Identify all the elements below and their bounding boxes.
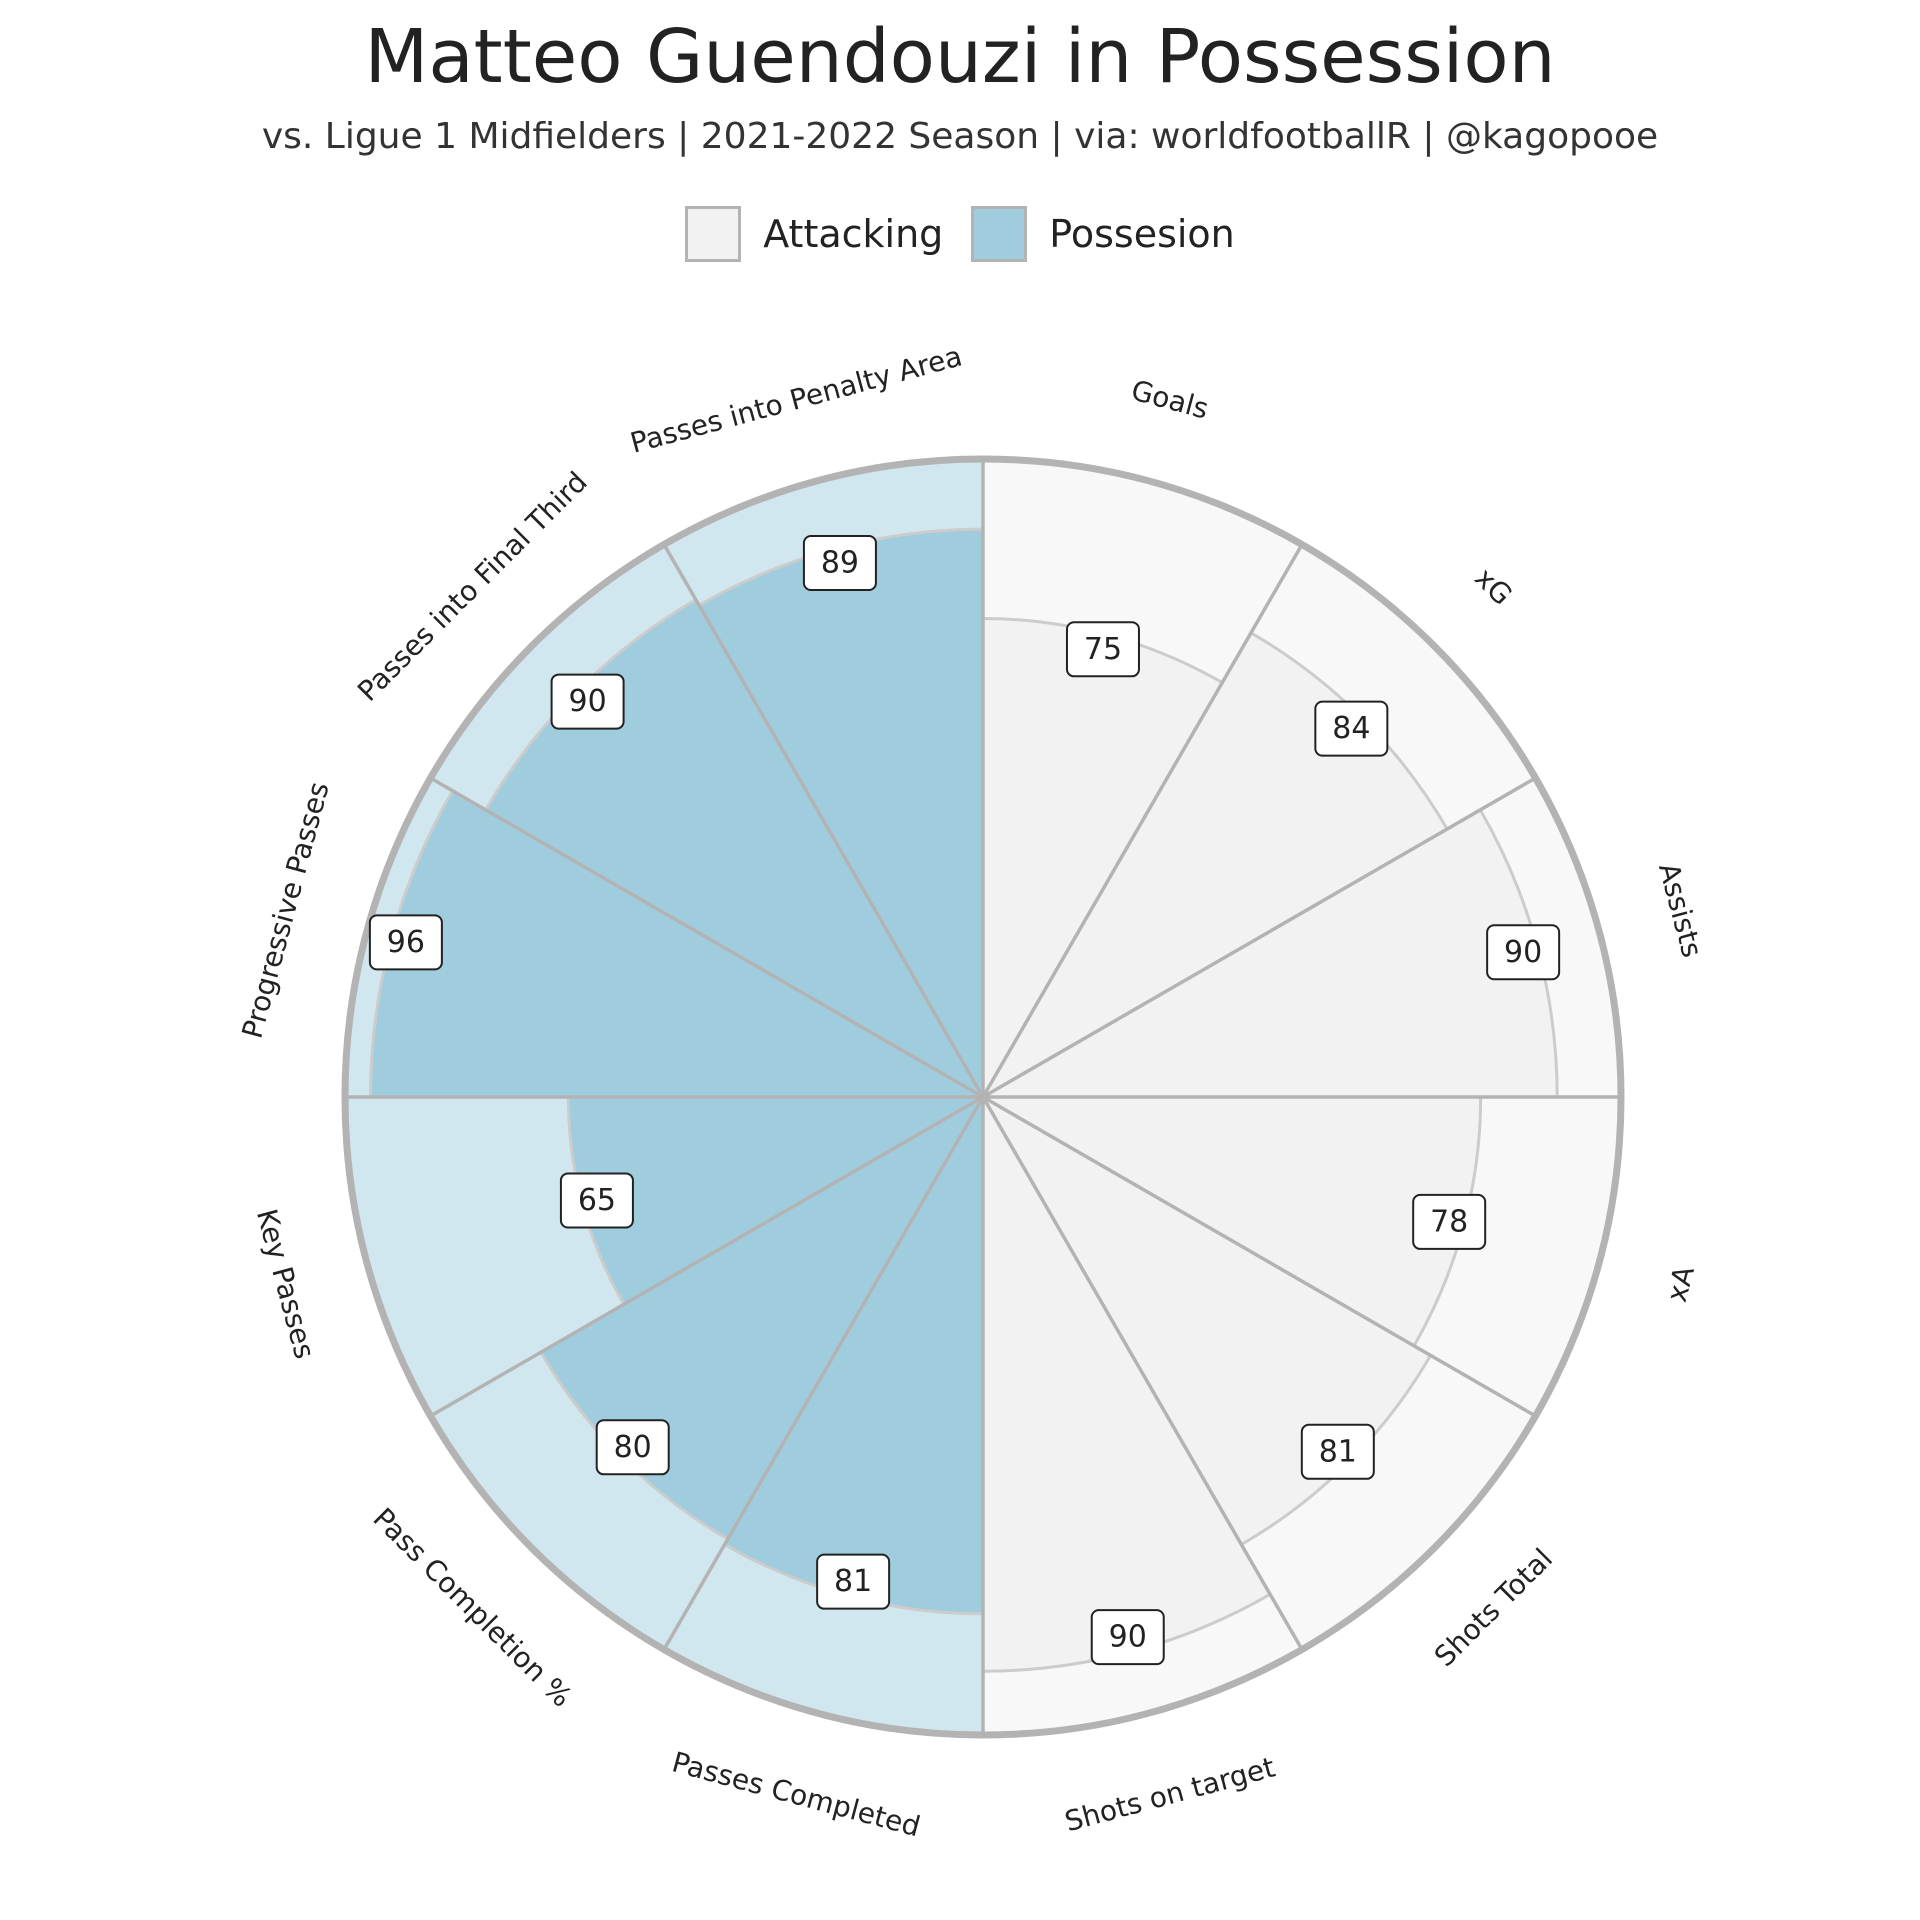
value-label-text: 90	[568, 684, 606, 719]
value-label-box	[1412, 1193, 1487, 1250]
category-label-assists: Assists	[1652, 859, 1709, 961]
value-label-box	[1314, 700, 1389, 757]
value-label-box	[559, 1172, 634, 1229]
value-label-goals: 75	[1065, 621, 1140, 678]
category-label-goals: Goals	[1128, 374, 1212, 426]
category-label-passes-into-penalty-area: Passes into Penalty Area	[627, 339, 966, 459]
category-label-passes-completed: Passes Completed	[669, 1745, 924, 1843]
spoke-line-5	[981, 1096, 1304, 1651]
category-label-xg: xG	[1468, 561, 1518, 611]
value-label-shots-on-target: 90	[1090, 1609, 1165, 1666]
value-label-text: 75	[1084, 632, 1122, 667]
spoke-line-8	[429, 1095, 984, 1418]
value-label-progressive-passes: 96	[368, 914, 443, 971]
value-label-text: 81	[834, 1564, 872, 1599]
value-label-box	[1090, 1609, 1165, 1666]
value-label-text: 80	[614, 1430, 652, 1465]
legend: Attacking Possesion	[0, 206, 1920, 262]
value-label-text: 65	[578, 1183, 616, 1218]
category-label-key-passes: Key Passes	[250, 1205, 322, 1362]
outer-ring	[341, 455, 1625, 1739]
value-label-box	[368, 914, 443, 971]
value-label-box	[1486, 924, 1561, 981]
value-label-passes-completed: 81	[816, 1553, 891, 1610]
legend-swatch-possesion	[971, 206, 1028, 262]
value-label-text: 89	[821, 546, 859, 581]
value-label-xa: 78	[1412, 1193, 1487, 1250]
value-label-pass-completion: 80	[595, 1419, 670, 1476]
value-label-xg: 84	[1314, 700, 1389, 757]
value-label-box	[802, 535, 877, 592]
value-label-passes-into-final-third: 90	[550, 673, 625, 730]
value-label-box	[816, 1553, 891, 1610]
chart-subtitle: vs. Ligue 1 Midfielders | 2021-2022 Seas…	[261, 116, 1659, 157]
value-labels: 75 84 90 78 81 90 81 80 65 96 90 89	[368, 535, 1561, 1666]
value-label-box	[550, 673, 625, 730]
value-label-text: 84	[1332, 711, 1370, 746]
value-label-box	[595, 1419, 670, 1476]
spoke-lines	[345, 459, 1621, 1735]
value-wedges	[369, 527, 1559, 1673]
value-label-text: 81	[1319, 1434, 1357, 1469]
spoke-line-11	[662, 543, 985, 1098]
legend-label-attacking: Attacking	[763, 212, 944, 256]
value-label-passes-into-penalty-area: 89	[802, 535, 877, 592]
value-label-text: 90	[1109, 1620, 1147, 1655]
legend-swatch-attacking	[685, 206, 742, 262]
value-label-text: 90	[1504, 935, 1542, 970]
legend-label-possesion: Possesion	[1049, 212, 1235, 256]
spoke-line-10	[429, 776, 984, 1099]
category-label-shots-total: Shots Total	[1428, 1542, 1559, 1673]
value-label-box	[1065, 621, 1140, 678]
value-label-shots-total: 81	[1300, 1423, 1375, 1480]
category-label-progressive-passes: Progressive Passes	[236, 778, 336, 1041]
legend-item-possesion: Possesion	[971, 206, 1235, 262]
category-label-shots-on-target: Shots on target	[1061, 1751, 1278, 1839]
spoke-line-4	[982, 1095, 1537, 1418]
value-label-text: 96	[387, 925, 425, 960]
value-label-assists: 90	[1486, 924, 1561, 981]
value-label-key-passes: 65	[559, 1172, 634, 1229]
value-label-text: 78	[1430, 1204, 1468, 1239]
value-label-box	[1300, 1423, 1375, 1480]
spoke-line-1	[981, 543, 1304, 1098]
spoke-line-7	[662, 1096, 985, 1651]
legend-item-attacking: Attacking	[685, 206, 943, 262]
category-label-xa: xA	[1660, 1262, 1701, 1305]
chart-title: Matteo Guendouzi in Possession	[364, 14, 1556, 100]
spoke-line-2	[982, 776, 1537, 1099]
